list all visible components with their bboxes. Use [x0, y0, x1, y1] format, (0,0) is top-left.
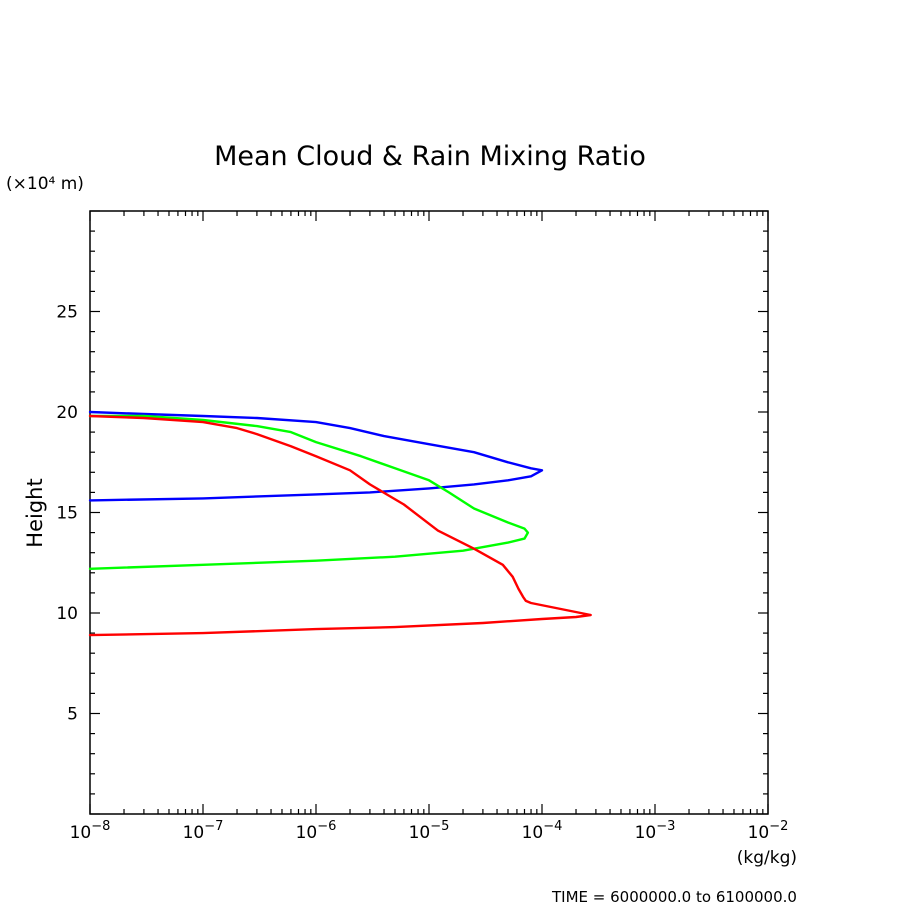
plot-frame: [89, 210, 769, 815]
time-range-footer: TIME = 6000000.0 to 6100000.0: [551, 888, 797, 904]
x-tick-base: 10: [296, 823, 318, 843]
y-unit-label: (×10⁴ m): [6, 174, 84, 194]
x-unit-label: (kg/kg): [737, 848, 797, 868]
x-tick-label: 10−7: [183, 819, 224, 843]
x-tick-labels: 10−8 10−7 10−6 10−5 10−4 10−3 10−2: [70, 819, 789, 843]
axis-ticks: [89, 210, 769, 815]
x-tick-exponent: −4: [543, 819, 562, 834]
x-tick-label: 10−2: [748, 819, 789, 843]
series-line-0: [88, 410, 544, 502]
x-tick-base: 10: [183, 823, 205, 843]
x-tick-label: 10−3: [635, 819, 676, 843]
x-tick-exponent: −8: [91, 819, 110, 834]
chart-title: Mean Cloud & Rain Mixing Ratio: [214, 141, 646, 172]
x-tick-exponent: −6: [317, 819, 336, 834]
y-tick-label: 15: [56, 504, 78, 524]
x-tick-exponent: −5: [430, 819, 449, 834]
y-tick-label: 5: [67, 705, 78, 725]
x-tick-base: 10: [70, 823, 92, 843]
y-tick-label: 25: [56, 303, 78, 323]
x-tick-label: 10−6: [296, 819, 337, 843]
x-tick-label: 10−8: [70, 819, 111, 843]
y-tick-labels: 5 10 15 20 25: [56, 303, 78, 725]
y-axis-label: Height: [23, 478, 47, 547]
series-line-2: [88, 414, 592, 637]
x-tick-exponent: −7: [204, 819, 223, 834]
x-tick-label: 10−4: [522, 819, 563, 843]
x-tick-exponent: −3: [656, 819, 675, 834]
x-tick-exponent: −2: [769, 819, 788, 834]
x-tick-label: 10−5: [409, 819, 450, 843]
series-lines: [88, 410, 592, 637]
y-tick-label: 10: [56, 604, 78, 624]
series-line-1: [88, 414, 530, 570]
x-tick-base: 10: [748, 823, 770, 843]
x-tick-base: 10: [522, 823, 544, 843]
y-tick-label: 20: [56, 403, 78, 423]
x-tick-base: 10: [409, 823, 431, 843]
x-tick-base: 10: [635, 823, 657, 843]
